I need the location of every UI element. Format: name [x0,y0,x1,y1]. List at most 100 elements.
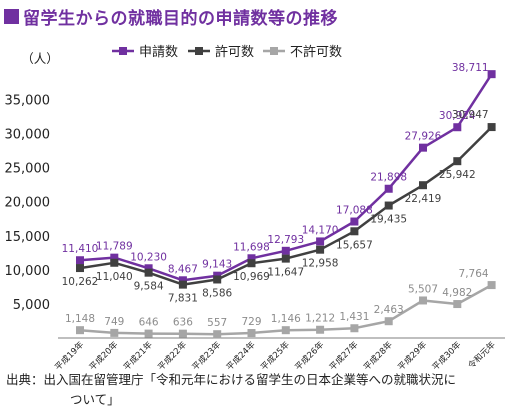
data-label: 7,764 [459,268,489,280]
data-label: 11,698 [233,241,270,253]
page-title: 留学生からの就職目的の申請数等の推移 [23,8,338,29]
x-tick-label: 平成25年 [258,339,292,373]
data-point [316,325,325,334]
title-square-icon [4,8,19,24]
data-label: 636 [173,317,193,329]
data-point [76,326,84,335]
data-label: 12,958 [302,258,339,270]
x-tick-label: 平成26年 [293,339,327,373]
x-tick-label: 平成22年 [156,339,190,373]
data-point [144,268,153,277]
data-label: 30,947 [452,109,489,121]
x-tick-label: 平成19年 [53,339,87,373]
x-tick-label: 平成24年 [224,339,258,373]
data-label: 9,584 [134,281,164,293]
data-label: 11,040 [96,271,133,283]
x-tick-label: 平成30年 [430,339,464,373]
data-point [76,256,84,265]
data-label: 10,262 [62,276,99,288]
x-tick-label: 平成20年 [87,339,121,373]
legend-marker-2 [270,47,278,55]
data-point [384,317,393,326]
data-point [487,123,496,132]
data-point [281,254,290,263]
data-point [178,276,187,285]
data-label: 7,831 [168,293,198,305]
data-label: 5,507 [408,283,438,295]
data-point [384,184,393,193]
data-point [76,264,84,273]
data-point [453,157,462,166]
data-point [316,237,325,246]
legend-label-1: 許可数 [215,45,254,60]
data-label: 646 [139,317,159,329]
data-label: 21,898 [370,172,407,184]
source-line-1: 出典：出入国在留管理庁「令和元年における留学生の日本企業等への就職状況に [6,372,457,387]
data-label: 8,467 [168,263,198,275]
data-point [350,217,359,226]
data-point [110,253,119,262]
data-point [144,264,153,273]
data-point [419,296,427,305]
data-label: 557 [207,317,227,329]
data-point [247,254,256,263]
y-tick-label: 10,000 [5,264,51,279]
data-point [178,280,187,289]
data-label: 11,410 [62,243,99,255]
source-note: 出典：出入国在留管理庁「令和元年における留学生の日本企業等への就職状況に ついて… [6,370,456,410]
data-point [110,328,119,337]
y-axis-unit-label: （人） [21,51,59,66]
data-label: 19,435 [370,214,407,226]
data-point [316,245,325,254]
data-point [213,330,222,339]
data-label: 15,657 [336,239,373,251]
legend-label-2: 不許可数 [290,45,342,60]
data-label: 9,143 [202,259,232,271]
data-label: 11,789 [96,241,133,253]
data-label: 749 [104,316,124,328]
data-point [453,300,462,309]
y-tick-label: 5,000 [13,298,50,313]
y-tick-label: 20,000 [5,196,51,211]
data-label: 2,463 [374,304,404,316]
legend-marker-0 [119,47,127,55]
data-point [487,70,496,79]
data-point [419,181,427,190]
data-label: 1,212 [305,313,335,325]
source-line-2: ついて」 [70,392,120,407]
data-point [350,324,359,333]
data-label: 1,431 [339,311,369,323]
legend-label-0: 申請数 [139,45,178,60]
data-point [110,258,119,267]
data-label: 10,230 [130,251,167,263]
data-point [247,259,256,268]
data-point [281,326,290,335]
data-label: 729 [241,316,261,328]
data-point [178,329,187,338]
y-tick-label: 25,000 [5,162,51,177]
data-label: 14,170 [302,224,339,236]
data-label: 25,942 [439,169,476,181]
x-tick-label: 令和元年 [466,339,498,371]
data-point [384,201,393,210]
y-tick-label: 35,000 [5,93,51,108]
data-label: 12,793 [267,234,304,246]
data-label: 17,088 [336,205,373,217]
data-label: 38,711 [452,62,489,74]
data-point [213,275,222,284]
chart-title-row: 留学生からの就職目的の申請数等の推移 [4,3,338,29]
y-tick-label: 15,000 [5,230,51,245]
x-tick-label: 平成29年 [396,339,430,373]
data-point [247,329,256,338]
y-tick-label: 30,000 [5,128,51,143]
data-point [144,329,153,338]
legend-marker-1 [195,47,203,55]
data-label: 11,647 [267,267,304,279]
data-point [350,227,359,236]
x-tick-label: 平成21年 [121,339,155,373]
x-tick-label: 平成23年 [190,339,224,373]
data-label: 1,148 [65,313,95,325]
data-label: 30,924 [439,110,476,122]
data-label: 8,586 [202,287,232,299]
